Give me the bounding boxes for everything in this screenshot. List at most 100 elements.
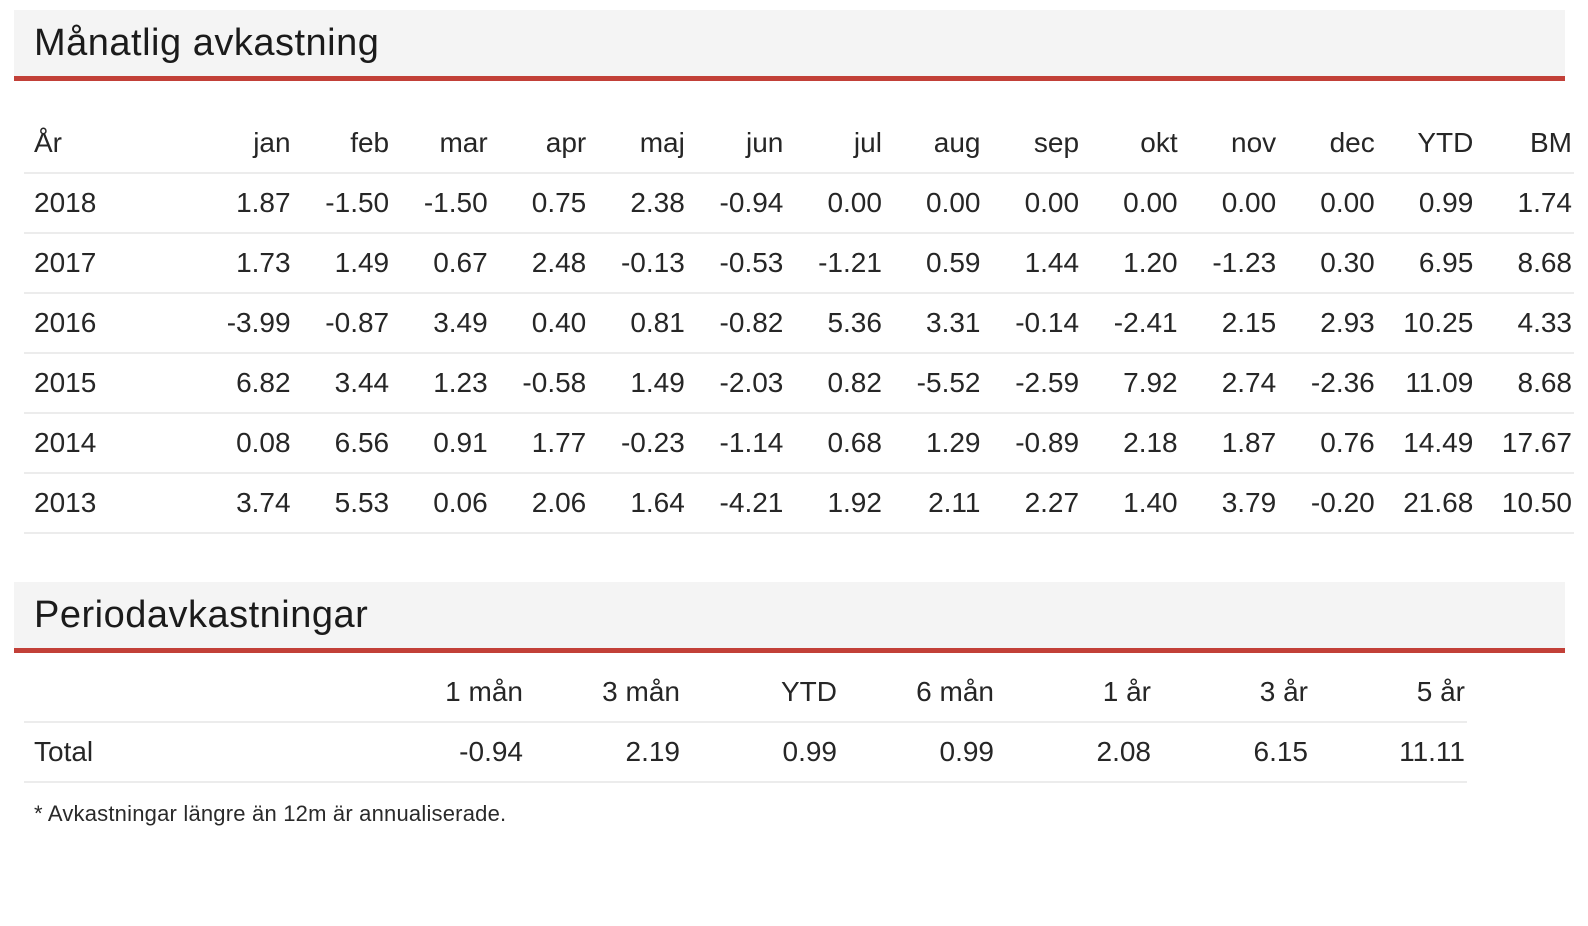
value-cell: 10.25 [1376, 293, 1476, 354]
period-returns-table: 1 mån 3 mån YTD 6 mån 1 år 3 år 5 år Total -0.9… [24, 663, 1467, 783]
row-label: 2017 [24, 233, 194, 294]
value-cell: 2.19 [525, 722, 682, 783]
value-cell: 14.49 [1376, 413, 1476, 474]
column-header: BM [1475, 114, 1574, 174]
value-cell: 1.77 [489, 413, 589, 474]
period-returns-title: Periodavkastningar [34, 593, 369, 636]
value-cell: 6.95 [1376, 233, 1476, 294]
column-header: 1 mån [368, 663, 525, 723]
value-cell: 2.15 [1179, 293, 1279, 354]
monthly-returns-header-band: Månatlig avkastning [14, 10, 1565, 81]
value-cell: 0.06 [391, 473, 490, 534]
value-cell: -0.23 [588, 413, 687, 474]
value-cell: 0.99 [682, 722, 839, 783]
value-cell: 1.49 [588, 353, 687, 414]
value-cell: 0.00 [1081, 173, 1180, 234]
value-cell: 0.00 [1278, 173, 1377, 234]
value-cell: 21.68 [1376, 473, 1476, 534]
column-header: 3 mån [525, 663, 682, 723]
value-cell: -0.94 [686, 173, 786, 234]
column-header: YTD [682, 663, 839, 723]
column-header: feb [292, 114, 392, 174]
value-cell: -0.53 [686, 233, 786, 294]
value-cell: 1.87 [194, 173, 293, 234]
column-header: sep [982, 114, 1082, 174]
value-cell: -5.52 [883, 353, 983, 414]
column-header: apr [489, 114, 589, 174]
value-cell: 3.44 [292, 353, 392, 414]
monthly-table-head: År jan feb mar apr maj jun jul aug sep okt nov dec YT… [24, 114, 1574, 174]
column-header: aug [883, 114, 983, 174]
value-cell: -3.99 [194, 293, 293, 354]
column-header: jan [194, 114, 293, 174]
column-header: dec [1278, 114, 1377, 174]
row-label: Total [24, 722, 368, 783]
value-cell: 6.15 [1153, 722, 1310, 783]
value-cell: 0.82 [785, 353, 884, 414]
value-cell: 3.31 [883, 293, 983, 354]
value-cell: 0.91 [391, 413, 490, 474]
monthly-table-body: 2018 1.87 -1.50 -1.50 0.75 2.38 -0.94 0.00 0.00 0… [24, 173, 1574, 534]
row-label-column-header [24, 663, 368, 723]
value-cell: 10.50 [1475, 473, 1574, 534]
value-cell: 0.00 [982, 173, 1082, 234]
value-cell: 3.74 [194, 473, 293, 534]
value-cell: 0.75 [489, 173, 589, 234]
value-cell: 1.49 [292, 233, 392, 294]
value-cell: 0.76 [1278, 413, 1377, 474]
value-cell: 1.87 [1179, 413, 1279, 474]
value-cell: 1.40 [1081, 473, 1180, 534]
value-cell: -0.20 [1278, 473, 1377, 534]
row-label: 2014 [24, 413, 194, 474]
value-cell: 1.74 [1475, 173, 1574, 234]
column-header: YTD [1376, 114, 1476, 174]
value-cell: 2.06 [489, 473, 589, 534]
value-cell: 2.48 [489, 233, 589, 294]
table-row: Total -0.94 2.19 0.99 0.99 2.08 6.15 11.11 [24, 722, 1467, 783]
value-cell: 2.27 [982, 473, 1082, 534]
monthly-returns-title: Månatlig avkastning [34, 21, 380, 64]
value-cell: -2.36 [1278, 353, 1377, 414]
value-cell: 1.29 [883, 413, 983, 474]
value-cell: 2.18 [1081, 413, 1180, 474]
value-cell: -1.21 [785, 233, 884, 294]
value-cell: 0.68 [785, 413, 884, 474]
value-cell: -0.94 [368, 722, 525, 783]
value-cell: 0.00 [785, 173, 884, 234]
value-cell: 6.56 [292, 413, 392, 474]
value-cell: 0.00 [883, 173, 983, 234]
column-header: okt [1081, 114, 1180, 174]
value-cell: 0.67 [391, 233, 490, 294]
value-cell: 0.00 [1179, 173, 1279, 234]
value-cell: -1.50 [391, 173, 490, 234]
table-row: 2017 1.73 1.49 0.67 2.48 -0.13 -0.53 -1.21 0.59 1… [24, 233, 1574, 294]
value-cell: 1.92 [785, 473, 884, 534]
value-cell: 8.68 [1475, 233, 1574, 294]
value-cell: 0.30 [1278, 233, 1377, 294]
value-cell: 2.38 [588, 173, 687, 234]
value-cell: -0.13 [588, 233, 687, 294]
column-header: 6 mån [839, 663, 996, 723]
table-row: 2013 3.74 5.53 0.06 2.06 1.64 -4.21 1.92 2.11 2.2… [24, 473, 1574, 534]
column-header: 1 år [996, 663, 1153, 723]
value-cell: 2.11 [883, 473, 983, 534]
value-cell: 2.93 [1278, 293, 1377, 354]
value-cell: -0.82 [686, 293, 786, 354]
header-row: 1 mån 3 mån YTD 6 mån 1 år 3 år 5 år [24, 663, 1467, 723]
value-cell: 11.11 [1310, 722, 1467, 783]
table-row: 2014 0.08 6.56 0.91 1.77 -0.23 -1.14 0.68 1.29 -0… [24, 413, 1574, 474]
annualized-returns-footnote: * Avkastningar längre än 12m är annualis… [34, 801, 507, 826]
value-cell: 5.36 [785, 293, 884, 354]
value-cell: -1.50 [292, 173, 392, 234]
value-cell: 4.33 [1475, 293, 1574, 354]
value-cell: 8.68 [1475, 353, 1574, 414]
table-row: 2016 -3.99 -0.87 3.49 0.40 0.81 -0.82 5.36 3.31-… [24, 293, 1574, 354]
section-spacer [0, 534, 1588, 572]
value-cell: 6.82 [194, 353, 293, 414]
value-cell: -2.41 [1081, 293, 1180, 354]
value-cell: -1.14 [686, 413, 786, 474]
value-cell: 5.53 [292, 473, 392, 534]
value-cell: 1.44 [982, 233, 1082, 294]
value-cell: 3.49 [391, 293, 490, 354]
value-cell: 0.81 [588, 293, 687, 354]
